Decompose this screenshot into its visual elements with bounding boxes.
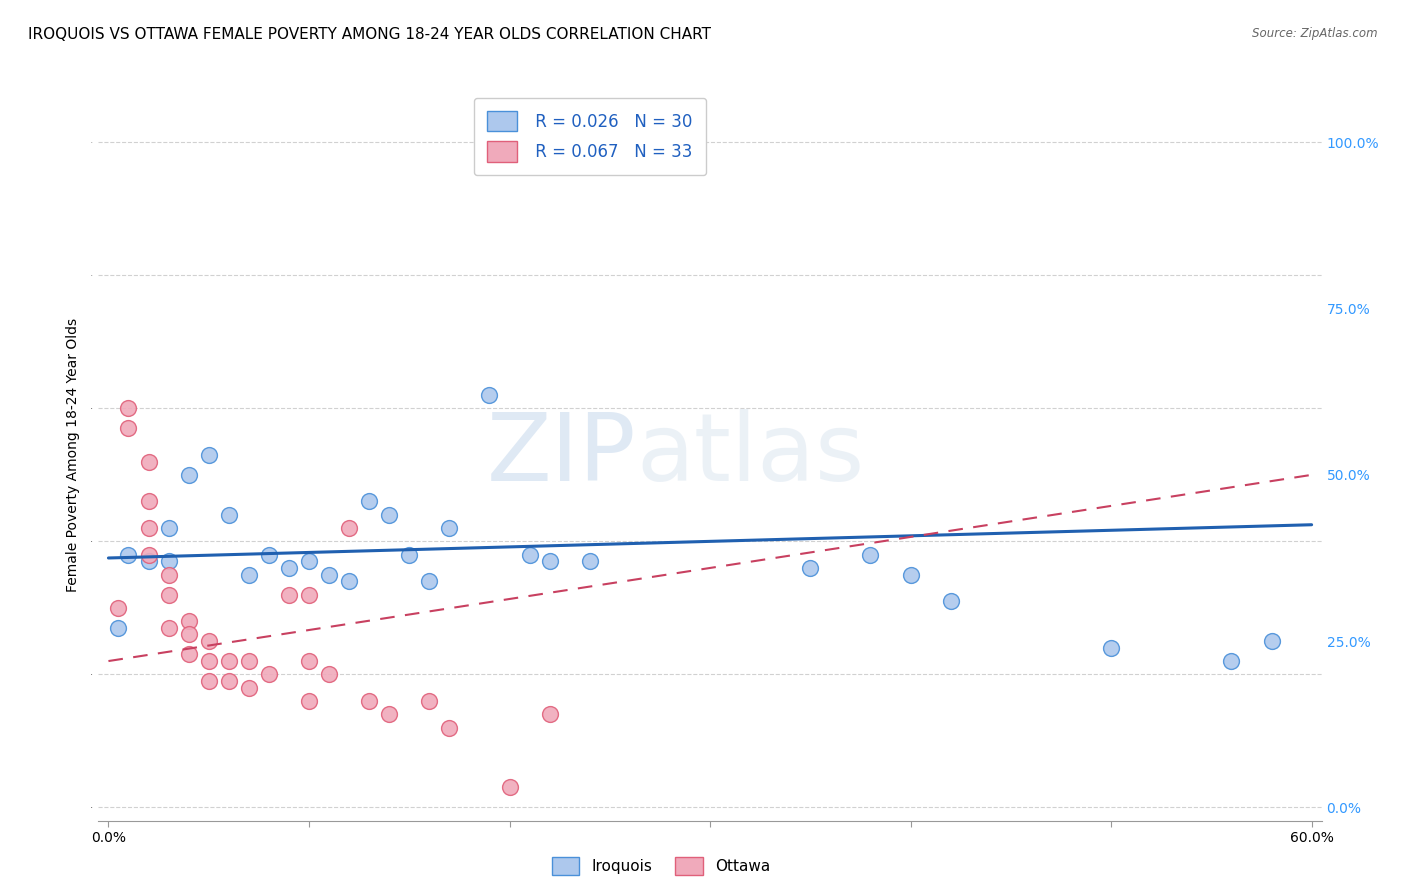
Point [117,548,139,562]
Point [138,494,160,508]
Point [138,548,160,562]
Point [538,554,561,568]
Point [378,707,401,722]
Point [157,521,180,535]
Point [378,508,401,522]
Point [298,694,321,708]
Point [117,421,139,435]
Text: atlas: atlas [637,409,865,501]
Point [799,561,821,575]
Point [218,508,240,522]
Text: Source: ZipAtlas.com: Source: ZipAtlas.com [1253,27,1378,40]
Point [337,574,360,589]
Point [939,594,962,608]
Point [439,521,461,535]
Legend: Iroquois, Ottawa: Iroquois, Ottawa [541,847,782,886]
Point [157,554,180,568]
Point [298,588,321,602]
Point [197,673,219,688]
Point [177,614,200,628]
Point [218,673,240,688]
Point [318,567,340,582]
Point [900,567,922,582]
Point [218,654,240,668]
Point [117,401,139,416]
Point [197,654,219,668]
Point [138,454,160,468]
Point [418,574,440,589]
Point [298,654,321,668]
Point [107,600,129,615]
Point [337,521,360,535]
Point [439,721,461,735]
Point [138,554,160,568]
Point [859,548,882,562]
Point [498,780,520,795]
Point [538,707,561,722]
Point [177,627,200,641]
Text: IROQUOIS VS OTTAWA FEMALE POVERTY AMONG 18-24 YEAR OLDS CORRELATION CHART: IROQUOIS VS OTTAWA FEMALE POVERTY AMONG … [28,27,711,42]
Point [298,554,321,568]
Point [238,654,260,668]
Point [257,548,280,562]
Point [359,694,381,708]
Point [177,648,200,662]
Point [157,621,180,635]
Point [238,567,260,582]
Point [1220,654,1243,668]
Point [197,448,219,462]
Point [578,554,600,568]
Point [197,634,219,648]
Point [157,567,180,582]
Point [238,681,260,695]
Point [359,494,381,508]
Point [398,548,420,562]
Point [138,521,160,535]
Text: ZIP: ZIP [486,409,637,501]
Y-axis label: Female Poverty Among 18-24 Year Olds: Female Poverty Among 18-24 Year Olds [66,318,80,592]
Point [277,561,299,575]
Point [1260,634,1282,648]
Point [1099,640,1122,655]
Point [177,467,200,482]
Point [277,588,299,602]
Point [318,667,340,681]
Point [107,621,129,635]
Point [478,388,501,402]
Point [257,667,280,681]
Point [519,548,541,562]
Point [418,694,440,708]
Point [157,588,180,602]
